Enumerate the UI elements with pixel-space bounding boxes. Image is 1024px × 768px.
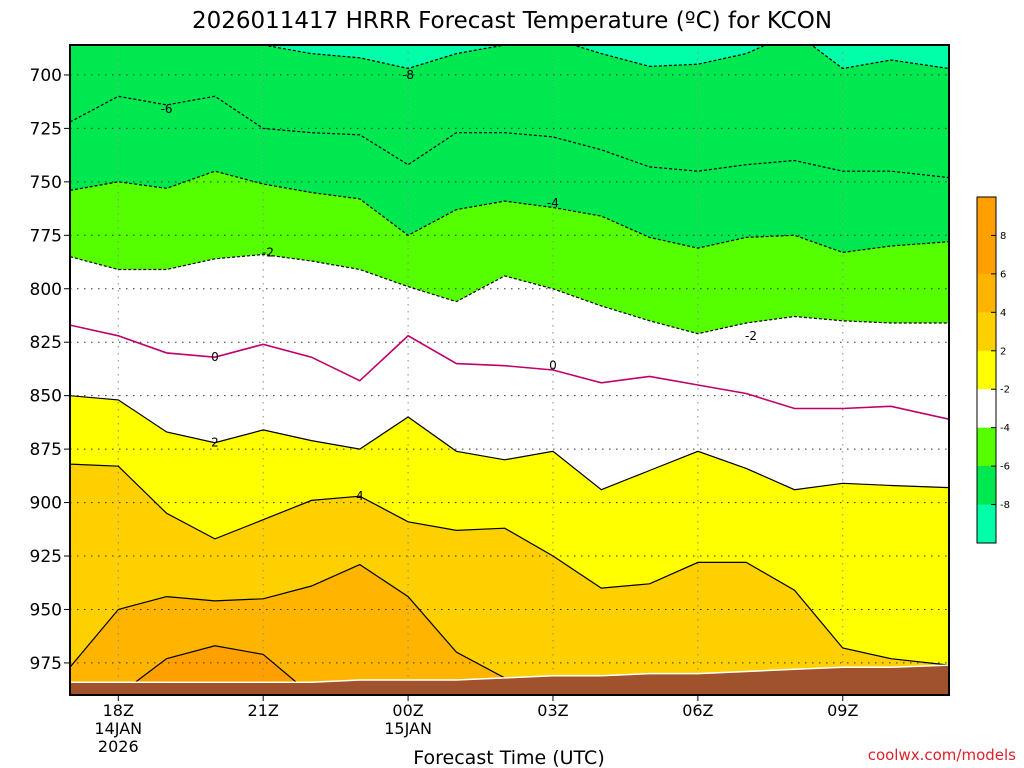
y-tick-label-750: 750 [30, 173, 62, 193]
contour-label-minus-4: -4 [547, 196, 559, 210]
x-tick-sublabel-2026: 2026 [98, 737, 139, 756]
x-axis-label: Forecast Time (UTC) [413, 747, 604, 768]
colorbar-label-4: 4 [1000, 308, 1006, 319]
x-tick-label-06Z: 06Z [682, 701, 713, 720]
contour-label-0: 0 [211, 350, 219, 364]
colorbar: 8 6 4 2 -2 -4 -6 -8 [976, 196, 1010, 544]
chart-title: 2026011417 HRRR Forecast Temperature (ºC… [192, 8, 832, 34]
contour-minus-2 [70, 253, 949, 335]
contour-label-minus-2: -2 [745, 329, 757, 343]
colorbar-frame [976, 196, 997, 544]
y-tick-label-825: 825 [30, 333, 62, 353]
y-tick-label-900: 900 [30, 494, 62, 514]
y-tick-label-925: 925 [30, 547, 62, 567]
contour-minus-4 [70, 170, 949, 254]
contour-8 [70, 645, 949, 695]
x-tick-label-00Z: 00Z [392, 701, 423, 720]
colorbar-label-6: 6 [1000, 269, 1006, 280]
y-tick-label-875: 875 [30, 440, 62, 460]
y-tick-label-950: 950 [30, 600, 62, 620]
temperature-fills [70, 45, 949, 695]
x-tick-label-21Z: 21Z [248, 701, 279, 720]
y-tick-label-775: 775 [30, 226, 62, 246]
ground-surface [70, 664, 949, 695]
contour-label-0: 0 [549, 359, 557, 373]
colorbar-segment [977, 350, 996, 390]
contour-label-minus-8: -8 [402, 68, 414, 82]
contour-label-4: 4 [356, 489, 364, 503]
y-tick-label-800: 800 [30, 280, 62, 300]
colorbar-segment [977, 466, 996, 506]
colorbar-segment [977, 427, 996, 467]
y-tick-label-700: 700 [30, 66, 62, 86]
contour-label-minus-6: -6 [161, 102, 173, 116]
x-tick-label-18Z: 18Z [103, 701, 134, 720]
x-tick-sublabel-15JAN: 15JAN [384, 719, 432, 738]
colorbar-label-minus-6: -6 [1000, 462, 1010, 473]
colorbar-label-8: 8 [1000, 231, 1006, 242]
x-tick-sublabel-14JAN: 14JAN [94, 719, 142, 738]
colorbar-segment [977, 273, 996, 313]
band-above-6 [70, 564, 949, 695]
colorbar-label-minus-8: -8 [1000, 500, 1010, 511]
y-axis: 700 725 750 775 800 825 850 875 900 925 950 975 [30, 66, 70, 674]
contour-4 [70, 463, 949, 666]
colorbar-segment [977, 235, 996, 275]
x-tick-label-03Z: 03Z [537, 701, 568, 720]
contour-2 [70, 395, 949, 491]
colorbar-label-2: 2 [1000, 346, 1006, 357]
y-tick-label-725: 725 [30, 119, 62, 139]
colorbar-segment [977, 389, 996, 429]
source-credit: coolwx.com/models [868, 746, 1016, 764]
contour-label-minus-2: -2 [262, 245, 274, 259]
colorbar-segment [977, 197, 996, 236]
x-tick-label-09Z: 09Z [827, 701, 858, 720]
colorbar-label-minus-2: -2 [1000, 385, 1010, 396]
contour-label-2: 2 [211, 436, 219, 450]
contour-labels: -8 -6 -4 -2 -2 0 0 2 4 [161, 68, 757, 503]
y-tick-label-975: 975 [30, 654, 62, 674]
surface-terrain [70, 664, 949, 695]
contour-minus-6 [70, 95, 949, 179]
colorbar-segment [977, 312, 996, 352]
y-tick-label-850: 850 [30, 387, 62, 407]
colorbar-segment [977, 504, 996, 544]
colorbar-label-minus-4: -4 [1000, 423, 1010, 434]
contour-0 [70, 324, 949, 420]
plot-frame [69, 44, 950, 696]
